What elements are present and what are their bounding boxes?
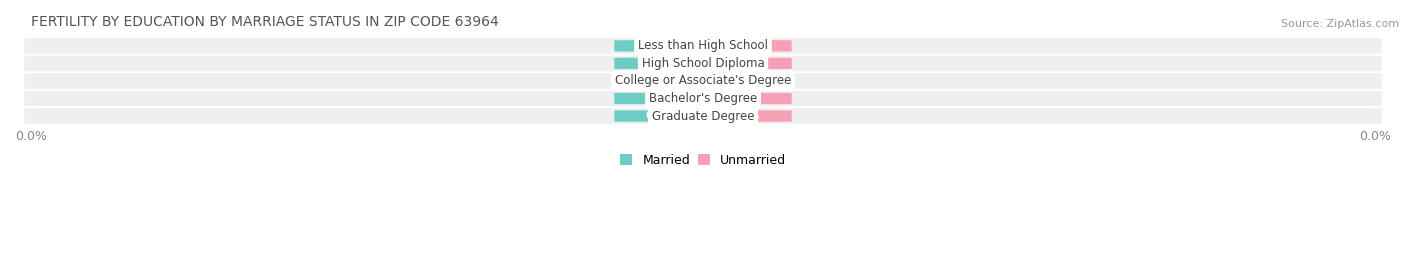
FancyBboxPatch shape — [24, 38, 1382, 54]
Text: 0.0%: 0.0% — [645, 58, 676, 68]
Text: Source: ZipAtlas.com: Source: ZipAtlas.com — [1281, 19, 1399, 29]
Legend: Married, Unmarried: Married, Unmarried — [620, 154, 786, 167]
Text: 0.0%: 0.0% — [730, 76, 761, 86]
FancyBboxPatch shape — [24, 91, 1382, 106]
FancyBboxPatch shape — [699, 93, 792, 104]
FancyBboxPatch shape — [699, 40, 792, 52]
Text: Graduate Degree: Graduate Degree — [652, 109, 754, 123]
Text: 0.0%: 0.0% — [730, 111, 761, 121]
Text: 0.0%: 0.0% — [645, 76, 676, 86]
FancyBboxPatch shape — [24, 73, 1382, 89]
Text: 0.0%: 0.0% — [730, 94, 761, 104]
Text: Bachelor's Degree: Bachelor's Degree — [650, 92, 756, 105]
Text: Less than High School: Less than High School — [638, 39, 768, 52]
FancyBboxPatch shape — [614, 75, 707, 87]
Text: 0.0%: 0.0% — [645, 41, 676, 51]
FancyBboxPatch shape — [699, 75, 792, 87]
FancyBboxPatch shape — [699, 58, 792, 69]
Text: High School Diploma: High School Diploma — [641, 57, 765, 70]
FancyBboxPatch shape — [24, 56, 1382, 71]
Text: 0.0%: 0.0% — [645, 94, 676, 104]
FancyBboxPatch shape — [24, 108, 1382, 124]
Text: FERTILITY BY EDUCATION BY MARRIAGE STATUS IN ZIP CODE 63964: FERTILITY BY EDUCATION BY MARRIAGE STATU… — [31, 15, 499, 29]
FancyBboxPatch shape — [614, 40, 707, 52]
Text: 0.0%: 0.0% — [645, 111, 676, 121]
FancyBboxPatch shape — [699, 110, 792, 122]
Text: College or Associate's Degree: College or Associate's Degree — [614, 75, 792, 87]
Text: 0.0%: 0.0% — [730, 58, 761, 68]
Text: 0.0%: 0.0% — [730, 41, 761, 51]
FancyBboxPatch shape — [614, 110, 707, 122]
FancyBboxPatch shape — [614, 58, 707, 69]
FancyBboxPatch shape — [614, 93, 707, 104]
